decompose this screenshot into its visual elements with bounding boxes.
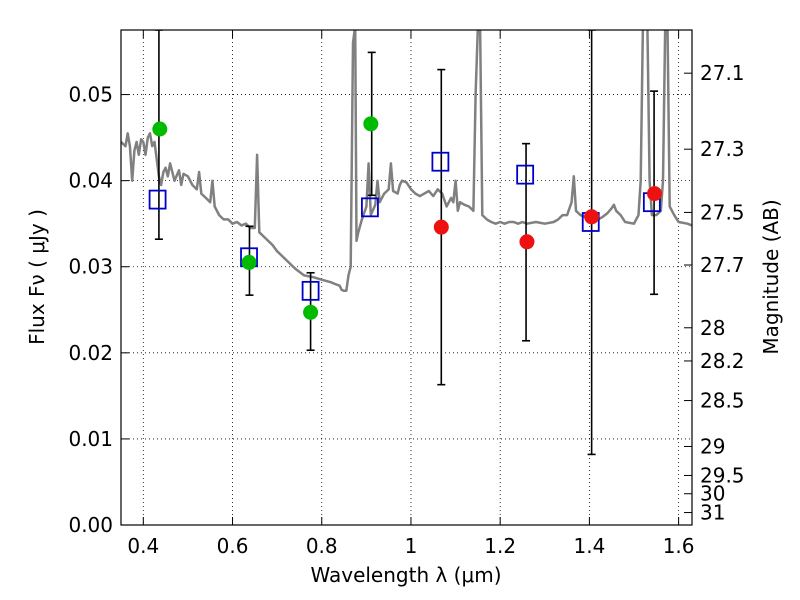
red-point (584, 209, 600, 225)
x-tick-label: 1.4 (573, 534, 605, 558)
y2-tick-label: 28.2 (700, 349, 745, 373)
y2-tick-label: 31 (700, 501, 725, 525)
green-point (363, 116, 379, 132)
y-tick-label: 0.02 (68, 341, 113, 365)
plot-frame (120, 29, 693, 526)
y2-axis-label: Magnitude (AB) (759, 199, 783, 354)
green-point (152, 121, 168, 137)
x-tick-label: 1.2 (484, 534, 516, 558)
y2-tick-label: 27.1 (700, 61, 745, 85)
model-square-series (148, 151, 661, 301)
model-square-marker (301, 280, 320, 301)
y2-tick-label: 27.7 (700, 253, 745, 277)
plot-area (121, 30, 692, 525)
y-tick-label: 0.03 (68, 255, 113, 279)
y-tick-label: 0.05 (68, 83, 113, 107)
y2-tick-label: 29.5 (700, 463, 745, 487)
red-point (433, 219, 449, 235)
red-point (519, 234, 535, 250)
y2-tick-label: 30 (700, 482, 725, 506)
green-point (241, 254, 257, 270)
y2-tick-label: 27.5 (700, 200, 745, 224)
x-axis-label: Wavelength λ (μm) (310, 563, 501, 587)
y2-tick-label: 28 (700, 316, 725, 340)
y-axis: 0.00 0.01 0.02 0.03 0.04 0.05 (68, 83, 129, 537)
y-tick-label: 0.04 (68, 169, 113, 193)
y2-tick-label: 27.3 (700, 137, 745, 161)
green-point-series (152, 116, 379, 320)
x-tick-label: 1.6 (663, 534, 695, 558)
model-square-marker (148, 189, 167, 210)
y-tick-label: 0.01 (68, 427, 113, 451)
red-point-series (433, 186, 663, 250)
y2-tick-label: 28.5 (700, 389, 745, 413)
model-square-marker (431, 151, 450, 172)
x-tick-label: 0.8 (306, 534, 338, 558)
x-axis: 0.4 0.6 0.8 1 1.2 1.4 1.6 (127, 30, 695, 558)
grid (121, 30, 692, 525)
model-square-marker (516, 164, 535, 185)
model-square-marker (361, 197, 379, 218)
y-axis-label: Flux Fν ( μJy ) (25, 209, 49, 345)
error-bar (587, 30, 596, 456)
red-point (647, 186, 663, 202)
y-tick-label: 0.00 (68, 513, 113, 537)
x-tick-label: 0.4 (127, 534, 159, 558)
x-tick-label: 1 (405, 534, 418, 558)
green-point (303, 304, 319, 320)
y2-tick-label: 29 (700, 434, 725, 458)
x-tick-label: 0.6 (217, 534, 249, 558)
